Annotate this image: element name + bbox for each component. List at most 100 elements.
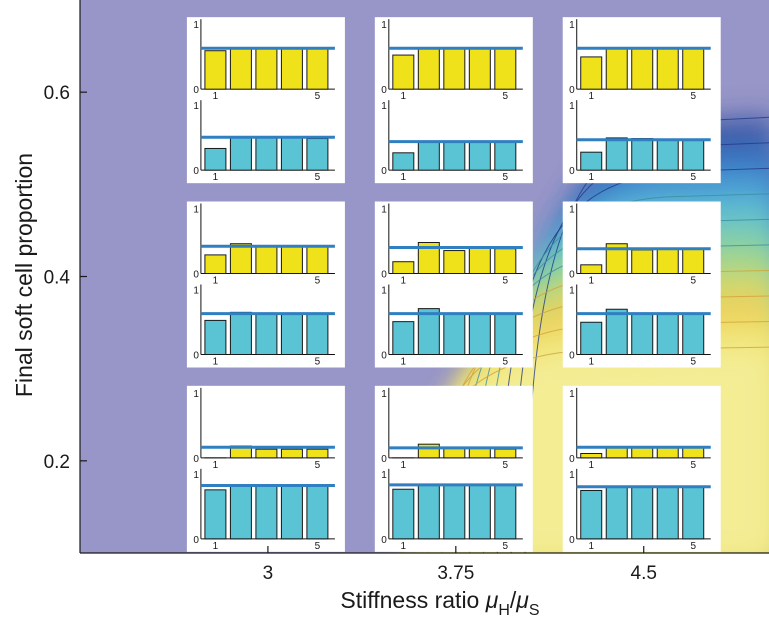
inset-y-max-label: 1 [381, 286, 387, 297]
inset-x-last-label: 5 [690, 541, 696, 552]
inset-bar [580, 56, 603, 90]
inset-bar [255, 448, 278, 459]
inset-y-max-label: 1 [193, 470, 199, 481]
inset-bar [631, 486, 654, 540]
inset-y-min-label: 0 [569, 85, 575, 96]
inset-x-first-label: 1 [213, 91, 219, 102]
inset-y-max-label: 1 [381, 101, 387, 112]
inset-bar [255, 313, 278, 355]
inset-x-first-label: 1 [401, 276, 407, 287]
inset-y-max-label: 1 [193, 389, 199, 400]
inset-x-first-label: 1 [588, 357, 594, 368]
inset-x-last-label: 5 [315, 91, 321, 102]
inset-bar [229, 136, 252, 171]
inset-bar [682, 48, 705, 90]
inset-bar [306, 47, 329, 90]
x-axis-label: Stiffness ratio μH/μS [340, 587, 539, 619]
inset: 1 0 1 5 1 0 1 5 [186, 201, 345, 368]
inset-x-last-label: 5 [503, 172, 509, 183]
inset-x-last-label: 5 [690, 172, 696, 183]
inset-bar [255, 245, 278, 275]
inset-y-max-label: 1 [381, 389, 387, 400]
inset-y-max-label: 1 [569, 389, 575, 400]
inset-x-first-label: 1 [213, 460, 219, 471]
inset-x-first-label: 1 [401, 541, 407, 552]
inset-x-last-label: 5 [503, 541, 509, 552]
inset-bar [204, 147, 227, 171]
inset: 1 0 1 5 1 0 1 5 [374, 385, 533, 552]
inset-x-first-label: 1 [401, 91, 407, 102]
x-axis-label-mu-h: μ [485, 587, 499, 613]
inset-x-first-label: 1 [588, 460, 594, 471]
inset-bar [468, 246, 491, 275]
inset-x-first-label: 1 [213, 172, 219, 183]
inset: 1 0 1 5 1 0 1 5 [186, 17, 345, 183]
inset-y-max-label: 1 [569, 20, 575, 31]
inset-bar [605, 48, 628, 90]
inset-bar [580, 151, 603, 171]
inset-bar [204, 50, 227, 90]
inset-y-min-label: 0 [193, 454, 199, 465]
inset-x-last-label: 5 [503, 357, 509, 368]
inset-bar [280, 485, 303, 540]
x-axis-label-sub-s: S [529, 602, 540, 619]
x-tick-label: 3.75 [437, 563, 474, 584]
inset-bar [392, 54, 415, 90]
inset-bar [443, 313, 466, 355]
inset-x-last-label: 5 [690, 276, 696, 287]
inset-bar [255, 47, 278, 90]
inset: 1 0 1 5 1 0 1 5 [562, 17, 721, 183]
inset-y-min-label: 0 [381, 454, 387, 465]
inset-bar [682, 447, 705, 459]
y-tick-label: 0.2 [44, 452, 70, 473]
inset-x-first-label: 1 [588, 91, 594, 102]
inset-bar [204, 254, 227, 274]
inset: 1 0 1 5 1 0 1 5 [374, 201, 533, 368]
inset-bar [306, 313, 329, 356]
inset-bar [656, 248, 679, 274]
inset-x-last-label: 5 [315, 541, 321, 552]
inset-bar [631, 312, 654, 355]
x-axis-label-sub-h: H [498, 602, 510, 619]
insets: 1 0 1 5 1 0 1 5 1 0 1 5 1 0 1 5 1 0 1 5 1 0 1 5 1 0 1 5 1 0 1 5 1 0 1 5 1 0 1 5… [186, 17, 721, 552]
inset-y-max-label: 1 [381, 205, 387, 216]
inset: 1 0 1 5 1 0 1 5 [562, 385, 721, 552]
inset-bar [417, 308, 440, 355]
inset-x-first-label: 1 [213, 357, 219, 368]
inset-bar [417, 47, 440, 90]
inset-bar [468, 48, 491, 90]
inset-bar [443, 448, 466, 459]
inset-bar [443, 250, 466, 274]
inset-bar [468, 484, 491, 540]
inset-bar [306, 245, 329, 275]
inset-bar [229, 311, 252, 355]
y-axis-label: Final soft cell proportion [11, 153, 37, 397]
inset-y-max-label: 1 [569, 101, 575, 112]
inset-bar [631, 249, 654, 275]
inset-bar [580, 321, 603, 356]
inset-y-min-label: 0 [569, 535, 575, 546]
axes: 3 3.75 4.5 0.2 0.4 0.6 [44, 0, 769, 584]
inset-bar [605, 137, 628, 171]
inset-y-min-label: 0 [193, 351, 199, 362]
inset-bar [417, 443, 440, 459]
inset-bar [443, 48, 466, 90]
inset-y-max-label: 1 [381, 20, 387, 31]
inset-y-max-label: 1 [193, 20, 199, 31]
inset-bar [605, 243, 628, 275]
inset-bar [605, 486, 628, 540]
inset-bar [280, 137, 303, 171]
inset: 1 0 1 5 1 0 1 5 [374, 17, 533, 183]
inset-y-min-label: 0 [381, 351, 387, 362]
inset-bar [443, 484, 466, 540]
x-ticks: 3 3.75 4.5 [263, 546, 657, 584]
inset-y-max-label: 1 [569, 470, 575, 481]
x-tick-label: 3 [263, 563, 274, 584]
inset-x-first-label: 1 [588, 172, 594, 183]
y-tick-label: 0.6 [44, 83, 70, 104]
inset-y-min-label: 0 [569, 454, 575, 465]
inset-x-last-label: 5 [315, 357, 321, 368]
inset-bar [204, 319, 227, 355]
inset-bar [631, 447, 654, 459]
